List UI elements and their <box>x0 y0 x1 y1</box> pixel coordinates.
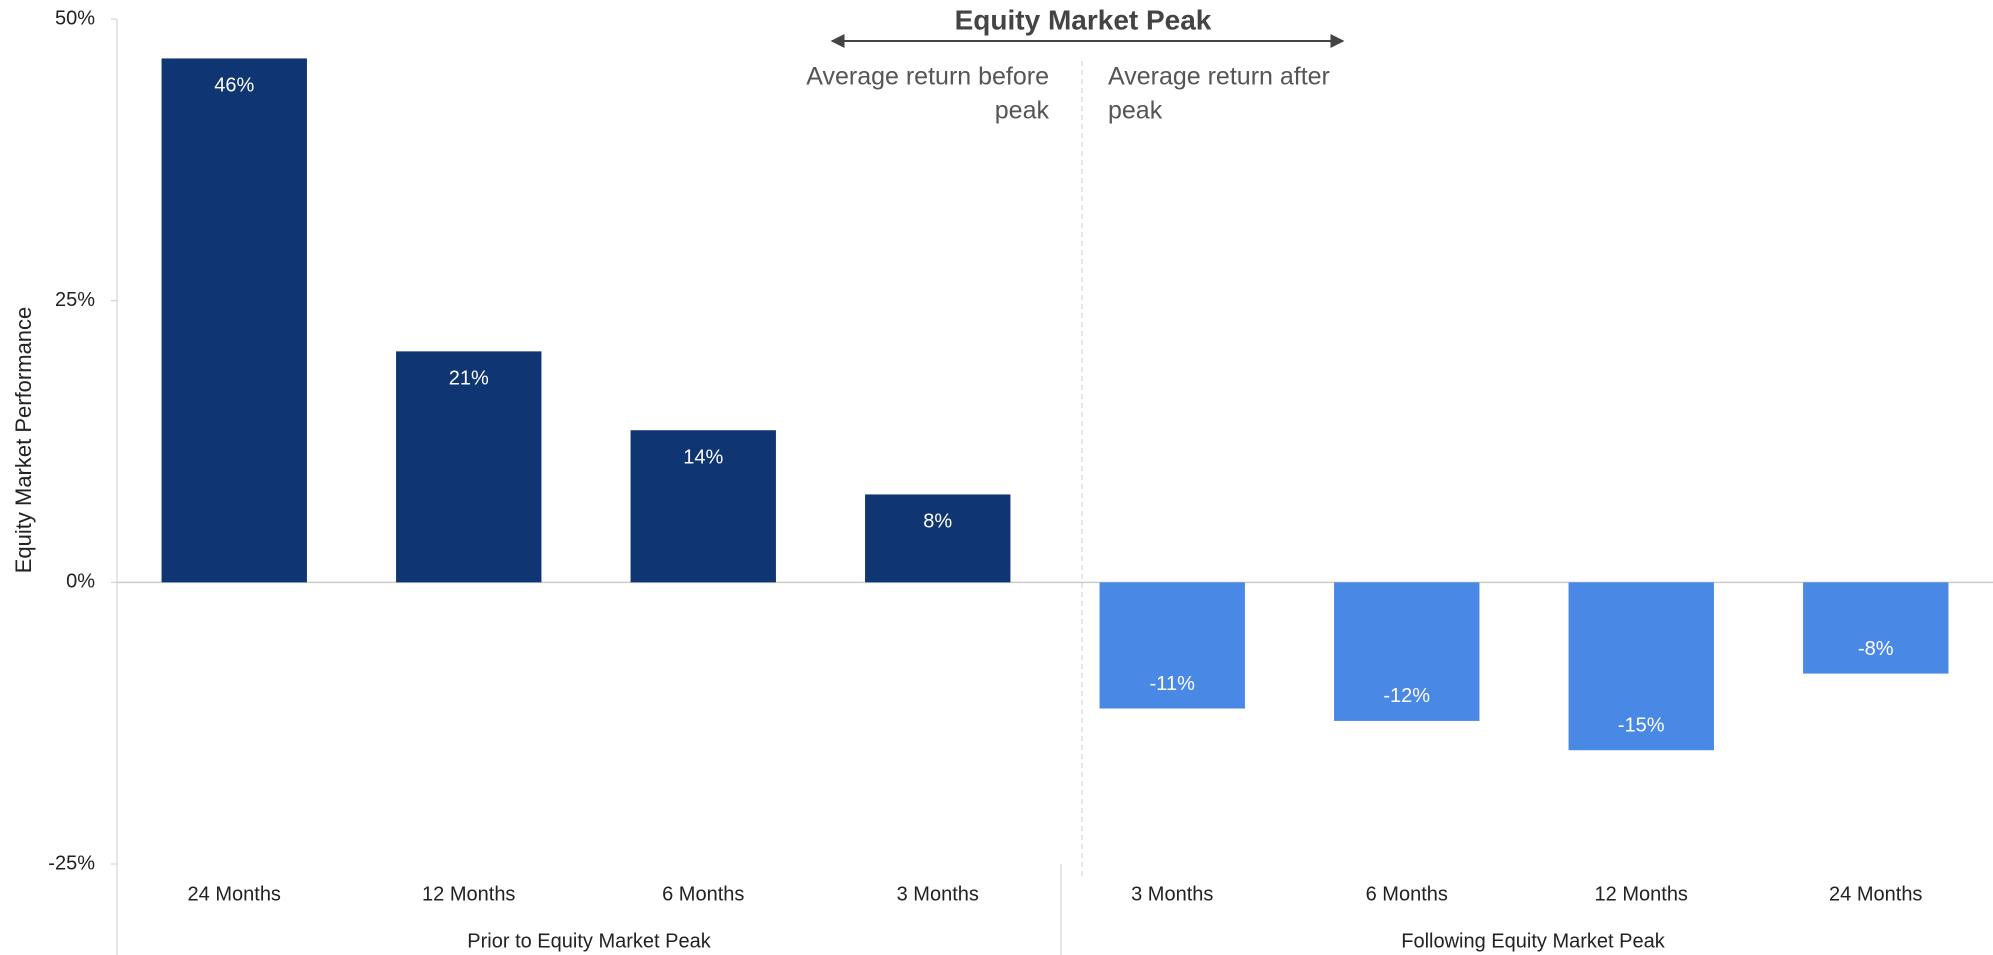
data-label: -15% <box>1618 714 1665 736</box>
y-tick-label: 25% <box>55 289 95 311</box>
bar <box>1568 582 1714 751</box>
x-tick-label: 12 Months <box>1595 883 1688 905</box>
x-tick-label: 24 Months <box>1829 883 1922 905</box>
y-tick-label: 50% <box>55 7 95 29</box>
data-label: -8% <box>1858 638 1894 660</box>
y-tick-label: 0% <box>66 571 95 593</box>
x-tick-label: 12 Months <box>422 883 515 905</box>
group-label: Following Equity Market Peak <box>1401 930 1665 952</box>
bar <box>161 58 307 583</box>
annotation: Average return after <box>1108 63 1330 91</box>
bar <box>1099 582 1245 709</box>
x-tick-label: 3 Months <box>897 883 979 905</box>
data-label: 46% <box>214 75 254 97</box>
bar <box>396 351 542 583</box>
x-tick-label: 6 Months <box>1366 883 1448 905</box>
annotation-title: Equity Market Peak <box>955 4 1212 35</box>
x-tick-label: 3 Months <box>1131 883 1213 905</box>
group-label: Prior to Equity Market Peak <box>467 930 711 952</box>
y-axis-label: Equity Market Performance <box>11 307 36 574</box>
annotation: Average return before <box>806 63 1049 91</box>
bar <box>630 430 776 583</box>
annotation: peak <box>1108 97 1163 125</box>
data-label: 14% <box>683 447 723 469</box>
data-label: -11% <box>1150 673 1195 695</box>
bar <box>1334 582 1480 721</box>
x-tick-label: 24 Months <box>188 883 281 905</box>
data-label: 21% <box>449 368 489 390</box>
x-tick-label: 6 Months <box>662 883 744 905</box>
y-tick-label: -25% <box>48 852 95 874</box>
bar <box>1803 582 1949 674</box>
data-label: 8% <box>923 511 952 533</box>
annotation: peak <box>995 97 1050 125</box>
bar <box>865 494 1011 583</box>
data-label: -12% <box>1383 685 1430 707</box>
